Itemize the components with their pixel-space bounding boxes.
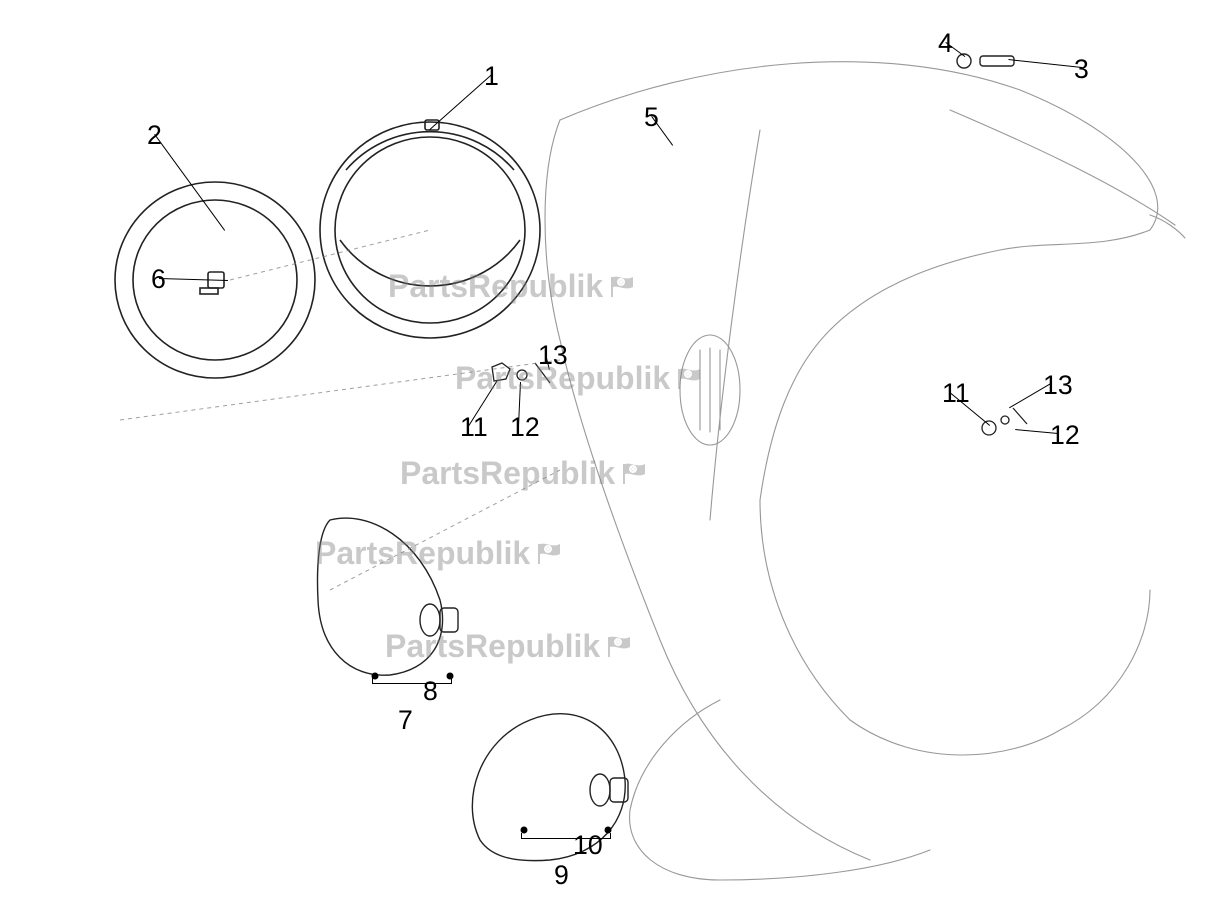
callout-12: 12 <box>1050 420 1080 451</box>
watermark-text: PartsRepublik <box>388 268 603 305</box>
screw-and-washer <box>950 46 1020 76</box>
watermark: PartsRepublik <box>315 535 564 572</box>
callout-leader <box>1008 59 1082 68</box>
watermark-text: PartsRepublik <box>455 360 670 397</box>
flag-icon <box>676 367 704 391</box>
callout-8: 8 <box>423 676 438 707</box>
bracket-end-dot <box>372 673 379 680</box>
bracket-end-dot <box>447 673 454 680</box>
grouping-bracket-7 <box>372 683 452 684</box>
headlight-bezel <box>100 160 330 390</box>
parts-diagram: 12345678910111213111213 PartsRepublikPar… <box>0 0 1205 904</box>
watermark: PartsRepublik <box>455 360 704 397</box>
front-right-turn-signal <box>450 700 640 870</box>
callout-12: 12 <box>510 412 540 443</box>
callout-3: 3 <box>1074 54 1089 85</box>
callout-7: 7 <box>398 705 413 736</box>
bracket-end-dot <box>605 827 612 834</box>
callout-10: 10 <box>573 830 603 861</box>
flag-icon <box>536 542 564 566</box>
callout-leader <box>159 278 228 281</box>
flag-icon <box>606 635 634 659</box>
watermark-text: PartsRepublik <box>385 628 600 665</box>
scooter-lineart <box>0 0 1205 904</box>
watermark: PartsRepublik <box>388 268 637 305</box>
grouping-bracket-9 <box>521 838 611 839</box>
callout-6: 6 <box>151 264 166 295</box>
watermark-text: PartsRepublik <box>315 535 530 572</box>
watermark: PartsRepublik <box>385 628 634 665</box>
callout-leader <box>154 134 225 231</box>
bracket-end-dot <box>521 827 528 834</box>
callout-9: 9 <box>554 860 569 891</box>
flag-icon <box>621 462 649 486</box>
explode-guide-lines <box>0 0 1205 904</box>
callout-leader <box>429 74 492 130</box>
callout-1: 1 <box>484 61 499 92</box>
watermark-text: PartsRepublik <box>400 455 615 492</box>
watermark: PartsRepublik <box>400 455 649 492</box>
flag-icon <box>609 275 637 299</box>
